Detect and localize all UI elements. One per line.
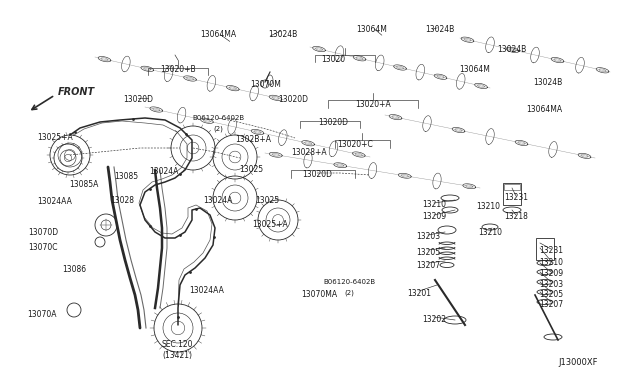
Text: 13064MA: 13064MA bbox=[526, 105, 562, 114]
Text: 13231: 13231 bbox=[504, 193, 528, 202]
Text: (13421): (13421) bbox=[162, 351, 192, 360]
Bar bbox=[504, 184, 520, 190]
Text: 13025+A: 13025+A bbox=[252, 220, 288, 229]
Text: 13020+A: 13020+A bbox=[355, 100, 391, 109]
Text: 13020D: 13020D bbox=[302, 170, 332, 179]
Text: 13070M: 13070M bbox=[251, 80, 282, 89]
Text: 13210: 13210 bbox=[539, 258, 563, 267]
Text: 13024B: 13024B bbox=[426, 25, 454, 34]
Text: 13210: 13210 bbox=[422, 200, 446, 209]
Text: 13024B: 13024B bbox=[268, 30, 298, 39]
Text: B06120-6402B: B06120-6402B bbox=[323, 279, 375, 285]
Text: FRONT: FRONT bbox=[58, 87, 95, 97]
Text: 13025: 13025 bbox=[255, 196, 279, 205]
Text: 13086: 13086 bbox=[62, 265, 86, 274]
Text: 13203: 13203 bbox=[539, 280, 563, 289]
Text: 13025: 13025 bbox=[239, 165, 263, 174]
Text: 13205: 13205 bbox=[416, 248, 440, 257]
Text: 13070D: 13070D bbox=[28, 228, 58, 237]
Text: 13070A: 13070A bbox=[28, 310, 57, 319]
Text: 13064M: 13064M bbox=[460, 65, 490, 74]
Text: J13000XF: J13000XF bbox=[559, 358, 598, 367]
Text: B06120-6402B: B06120-6402B bbox=[192, 115, 244, 121]
Text: 13070C: 13070C bbox=[28, 243, 58, 252]
Text: 13210: 13210 bbox=[478, 228, 502, 237]
Text: (2): (2) bbox=[213, 126, 223, 132]
Text: 13064MA: 13064MA bbox=[200, 30, 236, 39]
Text: 13210: 13210 bbox=[476, 202, 500, 211]
Text: 13025+A: 13025+A bbox=[37, 133, 73, 142]
Text: 13209: 13209 bbox=[539, 269, 563, 278]
Text: 13024A: 13024A bbox=[204, 196, 233, 205]
Text: 13028: 13028 bbox=[110, 196, 134, 205]
Text: 13020D: 13020D bbox=[278, 95, 308, 104]
Text: 13020D: 13020D bbox=[123, 95, 153, 104]
Text: 13207: 13207 bbox=[539, 300, 563, 309]
Text: 13207: 13207 bbox=[416, 261, 440, 270]
Bar bbox=[503, 183, 521, 205]
Text: 1302B+A: 1302B+A bbox=[235, 135, 271, 144]
Text: 13020: 13020 bbox=[321, 55, 345, 64]
Text: 13024AA: 13024AA bbox=[189, 286, 225, 295]
Text: 13085: 13085 bbox=[114, 172, 138, 181]
Text: 13064M: 13064M bbox=[356, 25, 387, 34]
Bar bbox=[536, 238, 554, 260]
Text: 13028+A: 13028+A bbox=[291, 148, 327, 157]
Text: 13209: 13209 bbox=[422, 212, 446, 221]
Text: (2): (2) bbox=[344, 290, 354, 296]
Text: 13020D: 13020D bbox=[318, 118, 348, 127]
Text: 13203: 13203 bbox=[416, 232, 440, 241]
Text: 13205: 13205 bbox=[539, 290, 563, 299]
Text: 13024A: 13024A bbox=[149, 167, 179, 176]
Text: 13024B: 13024B bbox=[533, 78, 563, 87]
Text: 13202: 13202 bbox=[422, 315, 446, 324]
Text: 13231: 13231 bbox=[539, 246, 563, 255]
Text: 13020+B: 13020+B bbox=[160, 65, 196, 74]
Text: 13024AA: 13024AA bbox=[38, 197, 72, 206]
Text: 13020+C: 13020+C bbox=[337, 140, 373, 149]
Text: 13201: 13201 bbox=[407, 289, 431, 298]
Text: 13218: 13218 bbox=[504, 212, 528, 221]
Text: 13085A: 13085A bbox=[69, 180, 99, 189]
Text: 13024B: 13024B bbox=[497, 45, 527, 54]
Text: SEC.120: SEC.120 bbox=[161, 340, 193, 349]
Text: 13070MA: 13070MA bbox=[301, 290, 337, 299]
